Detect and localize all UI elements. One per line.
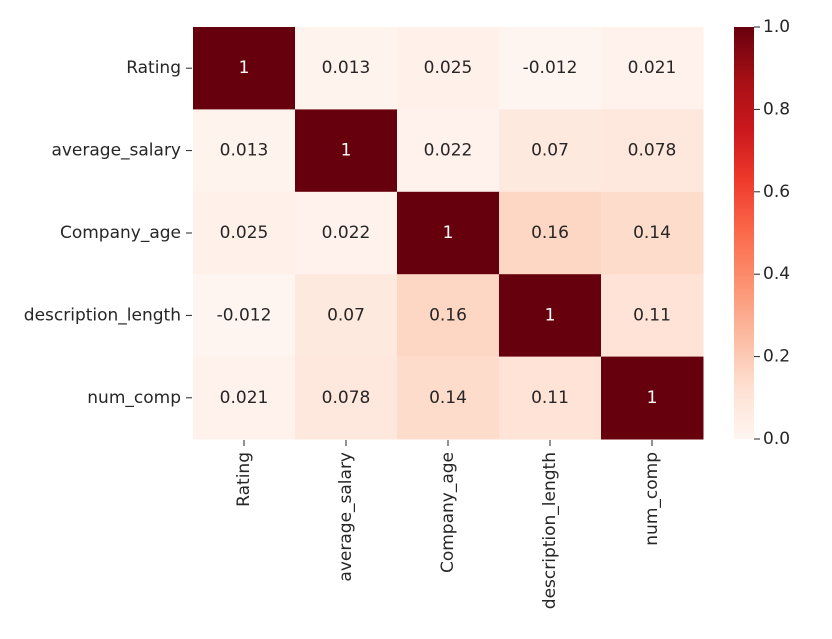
x-tick-label-0: Rating	[234, 452, 254, 507]
heatmap-cell-label-3-4: 0.11	[633, 305, 671, 325]
heatmap-cell-0-4	[601, 27, 704, 110]
heatmap-cell-label-0-3: -0.012	[523, 58, 578, 78]
heatmap-cell-3-4	[601, 274, 704, 358]
x-tick-label-4: num_comp	[642, 452, 662, 546]
heatmap-cell-0-3	[499, 27, 602, 110]
colorbar: 0.0 0.2 0.4 0.6 0.8 1.0	[734, 17, 790, 449]
heatmap-cell-1-1	[295, 109, 398, 193]
heatmap-cell-2-0	[193, 191, 296, 275]
heatmap-cell-label-0-1: 0.013	[322, 58, 371, 78]
heatmap-cell-label-1-3: 0.07	[531, 141, 569, 161]
heatmap-cell-1-4	[601, 109, 704, 193]
heatmap-cell-label-3-2: 0.16	[429, 305, 467, 325]
y-tick-label-0: Rating	[126, 58, 181, 78]
heatmap-cell-label-0-0: 1	[239, 58, 250, 78]
heatmap-cell-2-1	[295, 191, 398, 275]
x-tick-label-2: Company_age	[438, 452, 458, 573]
heatmap-cell-label-3-0: -0.012	[217, 305, 272, 325]
heatmap-cell-1-2	[397, 109, 500, 193]
heatmap-cell-3-1	[295, 274, 398, 358]
heatmap-cell-0-0	[193, 27, 296, 110]
colorbar-tick-label-4: 0.8	[763, 99, 790, 119]
heatmap-cell-4-3	[499, 356, 602, 440]
colorbar-tick-label-2: 0.4	[763, 264, 790, 284]
heatmap-cell-4-2	[397, 356, 500, 440]
heatmap-cell-3-3	[499, 274, 602, 358]
heatmap-cell-label-1-0: 0.013	[220, 141, 269, 161]
heatmap-cell-label-1-2: 0.022	[424, 141, 473, 161]
colorbar-tick-label-0: 0.0	[763, 429, 790, 449]
heatmap-cell-labels: 1 0.013 0.025 -0.012 0.021 0.013 1 0.022 0.07 0.0…	[217, 58, 677, 408]
heatmap-cell-4-4	[601, 356, 704, 440]
heatmap-cell-label-0-4: 0.021	[628, 58, 677, 78]
heatmap-cell-label-2-3: 0.16	[531, 223, 569, 243]
colorbar-tick-label-3: 0.6	[763, 182, 790, 202]
colorbar-tick-label-1: 0.2	[763, 347, 790, 367]
heatmap-cell-4-0	[193, 356, 296, 440]
heatmap-cell-label-1-1: 1	[341, 141, 352, 161]
heatmap-cell-label-0-2: 0.025	[424, 58, 473, 78]
heatmap-cell-2-2	[397, 191, 500, 275]
colorbar-tick-label-5: 1.0	[763, 17, 790, 37]
heatmap-cell-label-2-0: 0.025	[220, 223, 269, 243]
heatmap-cell-label-3-1: 0.07	[327, 305, 365, 325]
heatmap-cell-0-2	[397, 27, 500, 110]
colorbar-gradient	[734, 27, 754, 439]
y-tick-label-1: average_salary	[51, 141, 181, 161]
heatmap-cell-label-2-1: 0.022	[322, 223, 371, 243]
heatmap-cell-label-4-3: 0.11	[531, 388, 569, 408]
heatmap-cell-3-2	[397, 274, 500, 358]
heatmap-cell-label-1-4: 0.078	[628, 141, 677, 161]
heatmap-cells	[193, 27, 704, 440]
y-tick-label-2: Company_age	[60, 223, 181, 243]
y-axis-tick-labels: Rating average_salary Company_age descripti…	[24, 58, 192, 408]
heatmap-cell-3-0	[193, 274, 296, 358]
heatmap-cell-4-1	[295, 356, 398, 440]
heatmap-cell-2-4	[601, 191, 704, 275]
heatmap-cell-2-3	[499, 191, 602, 275]
heatmap-cell-label-4-4: 1	[647, 388, 658, 408]
heatmap-cell-label-2-2: 1	[443, 223, 454, 243]
heatmap-cell-label-2-4: 0.14	[633, 223, 671, 243]
x-tick-label-1: average_salary	[336, 452, 356, 582]
heatmap-cell-1-0	[193, 109, 296, 193]
y-tick-label-4: num_comp	[87, 388, 181, 408]
heatmap-cell-1-3	[499, 109, 602, 193]
x-axis-tick-labels: Rating average_salary Company_age descripti…	[234, 440, 662, 609]
y-tick-label-3: description_length	[24, 305, 181, 325]
heatmap-cell-0-1	[295, 27, 398, 110]
heatmap-cell-label-4-2: 0.14	[429, 388, 467, 408]
heatmap-cell-label-3-3: 1	[545, 305, 556, 325]
heatmap-cell-label-4-1: 0.078	[322, 388, 371, 408]
heatmap-cell-label-4-0: 0.021	[220, 388, 269, 408]
x-tick-label-3: description_length	[540, 452, 560, 609]
